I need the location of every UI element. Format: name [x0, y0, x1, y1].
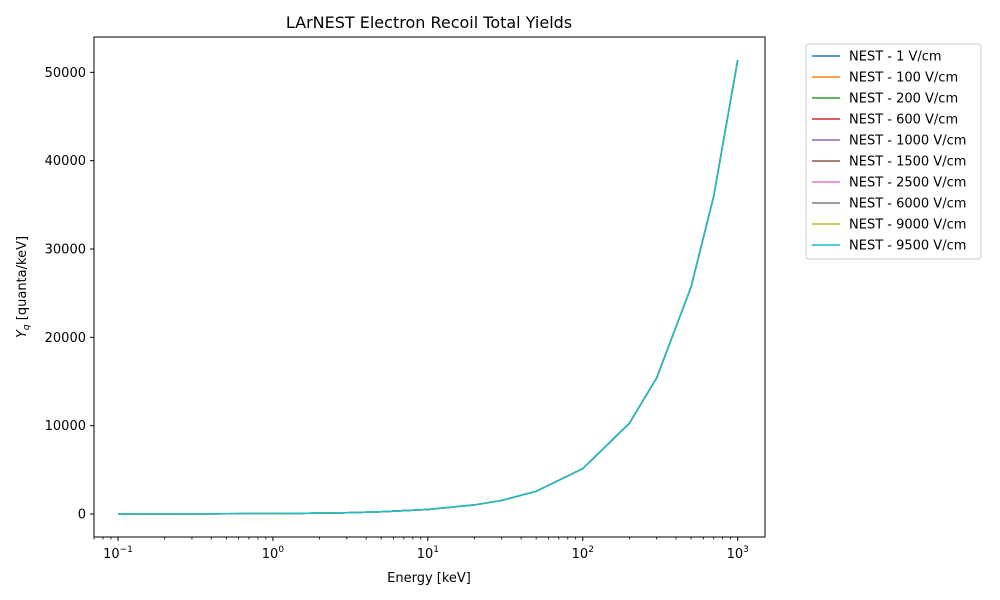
series-layer [117, 59, 739, 515]
x-tick-base: 10 [417, 547, 434, 562]
x-tick-exponent: −1 [120, 545, 133, 555]
legend: NEST - 1 V/cm NEST - 100 V/cm NEST - 200 V… [805, 43, 982, 260]
series-line [117, 59, 739, 515]
y-axis-title-sub: q [22, 324, 32, 330]
x-tick-label: 102 [572, 545, 594, 562]
chart-title: LArNEST Electron Recoil Total Yields [286, 13, 572, 32]
y-tick-label: 50000 [45, 66, 86, 81]
x-tick-base: 10 [103, 547, 120, 562]
x-tick-exponent: 2 [588, 545, 594, 555]
y-tick-label: 30000 [45, 243, 86, 258]
y-tick-label: 0 [78, 508, 86, 523]
x-tick-label: 103 [727, 545, 749, 562]
legend-label: NEST - 1500 V/cm [849, 155, 966, 170]
y-axis: 0 10000 20000 30000 40000 50000 [45, 66, 94, 523]
y-tick-label: 20000 [45, 331, 86, 346]
legend-label: NEST - 600 V/cm [849, 113, 958, 128]
series-line [117, 59, 739, 515]
legend-label: NEST - 2500 V/cm [849, 176, 966, 191]
plot-frame [93, 36, 766, 538]
series-line [117, 59, 739, 515]
legend-label: NEST - 100 V/cm [849, 71, 958, 86]
y-axis-title-main: Y [15, 329, 30, 338]
legend-label: NEST - 9500 V/cm [849, 239, 966, 254]
series-line [117, 59, 739, 515]
legend-frame [805, 43, 982, 260]
series-line [117, 59, 739, 515]
legend-label: NEST - 1 V/cm [849, 50, 942, 65]
x-tick-exponent: 3 [743, 545, 749, 555]
legend-label: NEST - 200 V/cm [849, 92, 958, 107]
legend-label: NEST - 6000 V/cm [849, 197, 966, 212]
x-tick-base: 10 [262, 547, 279, 562]
x-tick-base: 10 [727, 547, 744, 562]
legend-label: NEST - 1000 V/cm [849, 134, 966, 149]
x-tick-base: 10 [572, 547, 589, 562]
legend-label: NEST - 9000 V/cm [849, 218, 966, 233]
series-line [117, 59, 739, 515]
y-tick-label: 10000 [45, 419, 86, 434]
x-axis: 10−1 100 101 102 103 [93, 537, 749, 562]
x-tick-exponent: 0 [278, 545, 284, 555]
series-line [117, 59, 739, 515]
x-tick-label: 10−1 [103, 545, 133, 562]
x-tick-exponent: 1 [433, 545, 439, 555]
y-axis-title: Yq [quanta/keV] [15, 236, 32, 338]
y-tick-label: 40000 [45, 154, 86, 169]
series-line [117, 59, 739, 515]
x-axis-title: Energy [keV] [387, 571, 471, 586]
y-axis-title-rest: [quanta/keV] [15, 236, 30, 324]
x-tick-label: 101 [417, 545, 439, 562]
series-line [117, 59, 739, 515]
x-tick-label: 100 [262, 545, 285, 562]
series-line [117, 59, 739, 515]
